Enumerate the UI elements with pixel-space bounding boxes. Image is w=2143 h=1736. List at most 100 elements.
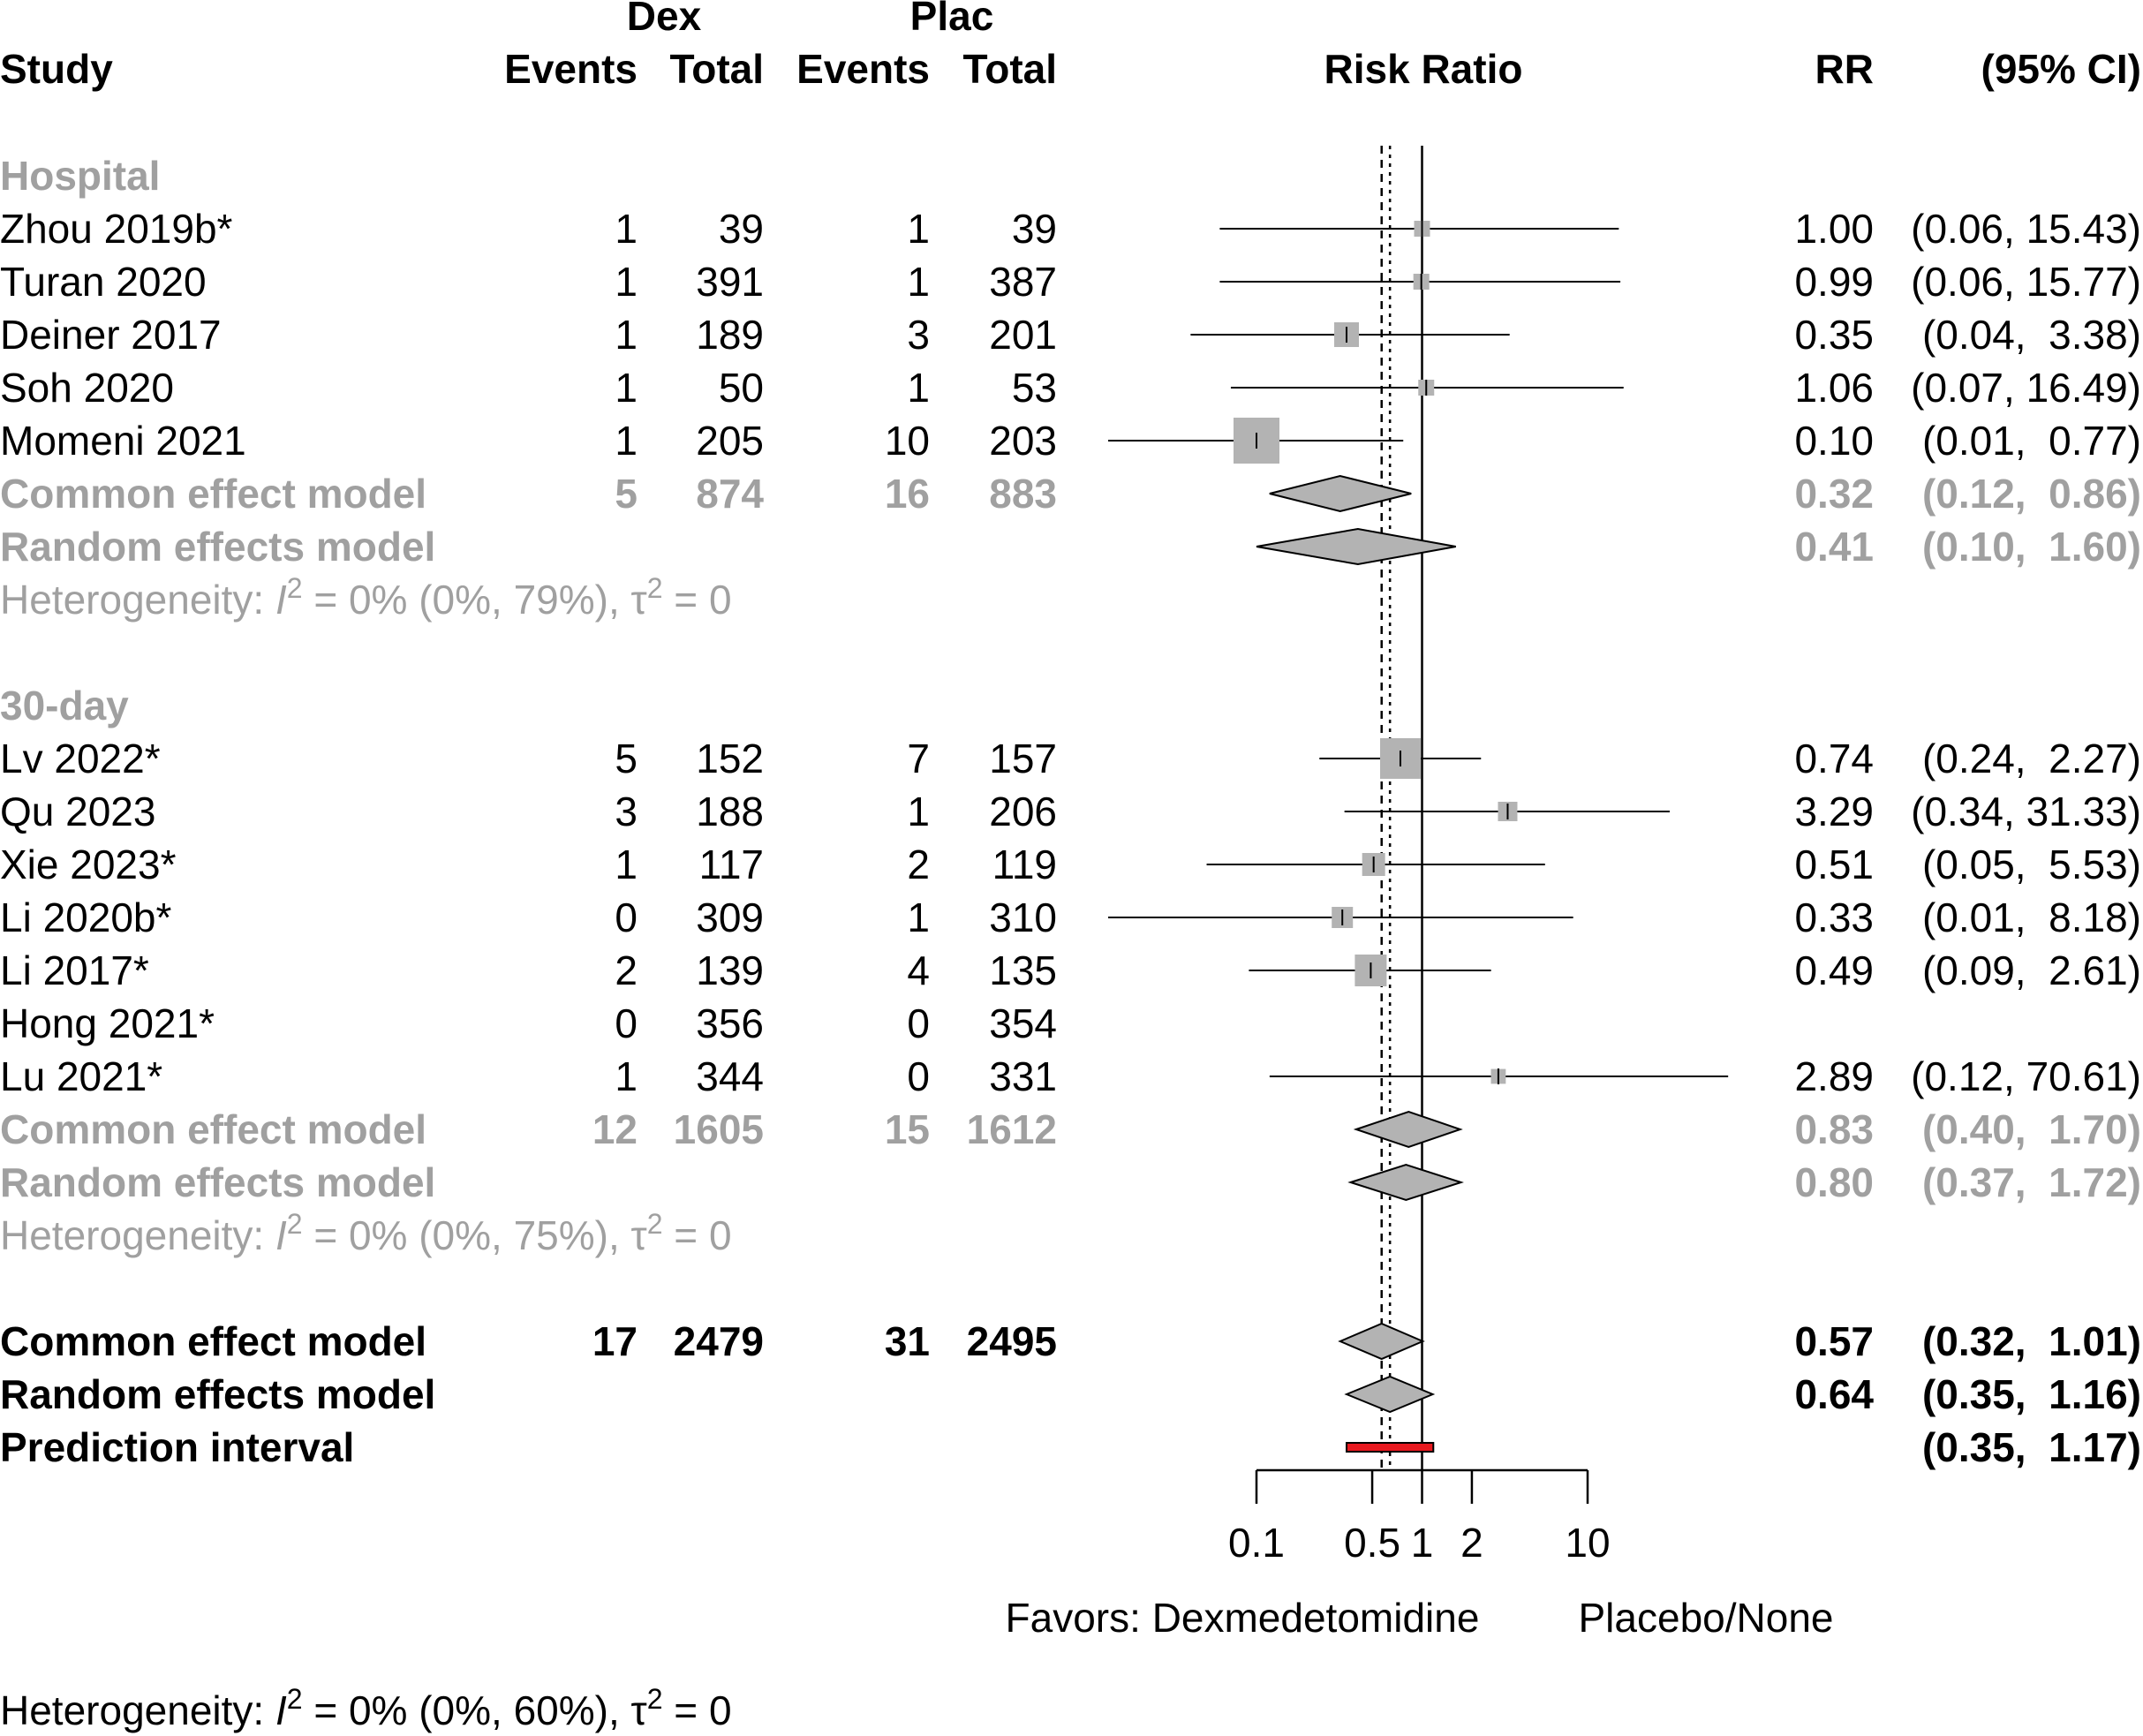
cell-e1: 1 — [615, 206, 638, 252]
row-prediction: Prediction interval (0.35, 1.17) — [0, 1424, 2141, 1470]
cell-e1: 5 — [615, 471, 638, 517]
cell-e1: 3 — [615, 789, 638, 834]
effect-header: Risk Ratio — [1324, 46, 1523, 92]
study-label: Zhou 2019b* — [0, 206, 233, 252]
cell-n1: 874 — [696, 471, 764, 517]
cell-n1: 188 — [696, 789, 764, 834]
tick-label: 1 — [1411, 1520, 1434, 1566]
row-random: Random effects model 0.64 (0.35, 1.16) — [0, 1371, 2141, 1417]
study-label: Momeni 2021 — [0, 418, 246, 464]
row-study: Turan 2020 1 391 1 387 0.99 (0.06, 15.77) — [0, 259, 2141, 305]
rr-value: 0.99 — [1794, 259, 1874, 305]
prediction-interval-bar — [1346, 1442, 1435, 1453]
ci-value: (0.10, 1.60) — [1922, 524, 2141, 570]
tick-label: 0.1 — [1228, 1520, 1285, 1566]
study-label: Common effect model — [0, 1106, 426, 1152]
cell-n2: 883 — [989, 471, 1057, 517]
cell-n1: 344 — [696, 1053, 764, 1099]
study-header: Study — [0, 46, 113, 92]
study-label: Prediction interval — [0, 1424, 354, 1470]
ci-value: (0.35, 1.16) — [1922, 1371, 2141, 1417]
cell-n2: 135 — [989, 947, 1057, 993]
row-study: Xie 2023* 1 117 2 119 0.51 (0.05, 5.53) — [0, 842, 2141, 887]
cell-e2: 0 — [907, 1053, 930, 1099]
common-effect-diamond — [1269, 474, 1412, 513]
rr-value: 1.00 — [1794, 206, 1874, 252]
cell-n2: 331 — [989, 1053, 1057, 1099]
cell-n2: 157 — [989, 736, 1057, 781]
ci-value: (0.24, 2.27) — [1922, 736, 2141, 781]
overall-heterogeneity-label: Heterogeneity: I2 = 0% (0%, 60%), τ2 = 0 — [0, 1683, 732, 1733]
row-random: Random effects model 0.80 (0.37, 1.72) — [0, 1159, 2141, 1205]
row-common: Common effect model 17 2479 31 2495 0.57 (0.32… — [0, 1318, 2141, 1364]
ci-header: (95% CI) — [1981, 46, 2141, 92]
tick-label: 0.5 — [1344, 1520, 1400, 1566]
row-group: 30-day — [0, 683, 129, 728]
cell-e2: 1 — [907, 894, 930, 940]
cell-e2: 10 — [885, 418, 930, 464]
cell-n2: 354 — [989, 1000, 1057, 1046]
reference-lines — [1380, 146, 1423, 1470]
cell-n2: 310 — [989, 894, 1057, 940]
footer: Favors: Dexmedetomidine Placebo/None Heter… — [0, 1595, 1833, 1733]
cell-n2: 53 — [1012, 365, 1057, 411]
tick-label: 2 — [1460, 1520, 1483, 1566]
rr-value: 2.89 — [1794, 1053, 1874, 1099]
cell-n1: 309 — [696, 894, 764, 940]
cell-e1: 1 — [615, 259, 638, 305]
cell-e1: 17 — [592, 1318, 638, 1364]
rr-value: 0.33 — [1794, 894, 1874, 940]
row-study: Soh 2020 1 50 1 53 1.06 (0.07, 16.49) — [0, 365, 2141, 411]
total2-header: Total — [963, 46, 1057, 92]
group2-header: Plac — [910, 0, 994, 39]
rr-value: 0.83 — [1794, 1106, 1874, 1152]
cell-e2: 1 — [907, 789, 930, 834]
study-label: Lu 2021* — [0, 1053, 162, 1099]
row-common: Common effect model 5 874 16 883 0.32 (0.12, 0… — [0, 471, 2141, 517]
cell-e2: 7 — [907, 736, 930, 781]
cell-e1: 12 — [592, 1106, 638, 1152]
row-study: Hong 2021* 0 356 0 354 — [0, 1000, 1057, 1046]
study-label: Hong 2021* — [0, 1000, 215, 1046]
cell-n1: 356 — [696, 1000, 764, 1046]
cell-e2: 3 — [907, 312, 930, 358]
favors-left-label: Favors: Dexmedetomidine — [1006, 1595, 1480, 1641]
ci-value: (0.32, 1.01) — [1922, 1318, 2141, 1364]
rr-value: 0.57 — [1794, 1318, 1874, 1364]
cell-n2: 203 — [989, 418, 1057, 464]
study-label: Common effect model — [0, 471, 426, 517]
study-label: Soh 2020 — [0, 365, 174, 411]
group1-header: Dex — [627, 0, 702, 39]
heterogeneity-label: Heterogeneity: I2 = 0% (0%, 75%), τ2 = 0 — [0, 1208, 732, 1258]
rr-value: 3.29 — [1794, 789, 1874, 834]
cell-e2: 2 — [907, 842, 930, 887]
study-label: Common effect model — [0, 1318, 426, 1364]
rr-value: 0.51 — [1794, 842, 1874, 887]
subgroup-label: Hospital — [0, 153, 160, 199]
cell-n1: 189 — [696, 312, 764, 358]
study-label: Li 2017* — [0, 947, 149, 993]
study-label: Li 2020b* — [0, 894, 171, 940]
rr-value: 0.41 — [1794, 524, 1874, 570]
cell-n1: 117 — [699, 842, 764, 887]
rr-value: 0.74 — [1794, 736, 1874, 781]
cell-e2: 0 — [907, 1000, 930, 1046]
ci-value: (0.05, 5.53) — [1922, 842, 2141, 887]
cell-e2: 16 — [885, 471, 930, 517]
total1-header: Total — [670, 46, 764, 92]
cell-e1: 1 — [615, 418, 638, 464]
row-study: Deiner 2017 1 189 3 201 0.35 (0.04, 3.38) — [0, 312, 2141, 358]
study-label: Deiner 2017 — [0, 312, 222, 358]
ci-value: (0.01, 8.18) — [1922, 894, 2141, 940]
cell-n2: 39 — [1012, 206, 1057, 252]
random-effect-diamond — [1344, 1375, 1436, 1414]
rr-value: 0.64 — [1794, 1371, 1874, 1417]
cell-n2: 201 — [989, 312, 1057, 358]
common-effect-diamond — [1338, 1322, 1425, 1361]
random-effect-diamond — [1256, 527, 1456, 566]
rr-value: 0.32 — [1794, 471, 1874, 517]
cell-e2: 4 — [907, 947, 930, 993]
rr-value: 0.80 — [1794, 1159, 1874, 1205]
cell-e1: 0 — [615, 1000, 638, 1046]
ci-value: (0.06, 15.43) — [1911, 206, 2141, 252]
